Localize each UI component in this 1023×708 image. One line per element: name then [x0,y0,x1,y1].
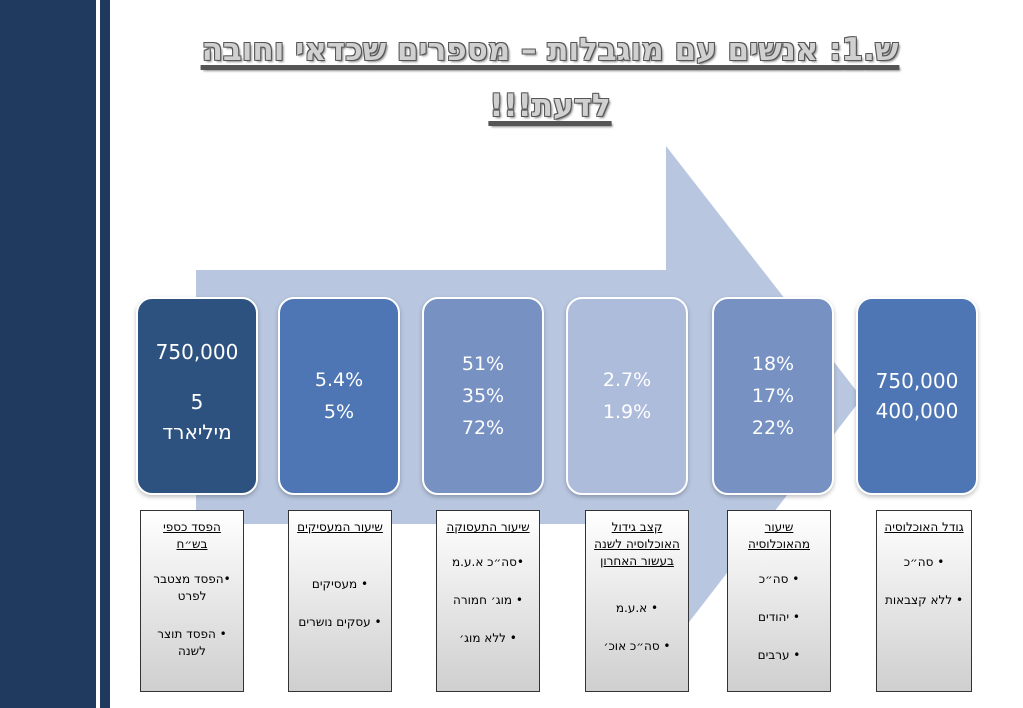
label-bullet: • מעסיקים [311,577,369,591]
page-title: ש.1: אנשים עם מוגבלות – מספרים שכדאי וחו… [201,32,899,124]
value-line: 22% [751,417,795,439]
label-bullet: •סה״כ א.ע.מ [452,555,524,569]
value-line: 51% [461,353,505,375]
label-heading: גודל האוכלוסיה [884,520,964,534]
label-box-employers-rate: שיעור המעסיקים • מעסיקים • עסקים נושרים [288,510,392,692]
value-box-financial-loss: 750,000 5 מיליארד [136,297,258,495]
value-line: מיליארד [162,420,232,444]
value-line: 750,000 [875,369,959,393]
value-line: 5 [190,390,204,414]
value-line: 5.4% [314,369,364,391]
label-box-population-share: שיעור מהאוכלוסיה • סה״כ • יהודים • ערבים [727,510,831,692]
value-line: 72% [461,417,505,439]
label-bullet: • ללא מוג׳ [459,631,517,645]
label-heading: שיעור התעסוקה [446,520,530,534]
value-line: 400,000 [875,399,959,423]
label-heading: שיעור המעסיקים [297,520,383,534]
label-heading: הפסד כספי בש״ח [163,520,221,551]
label-bullet: • סה״כ אוכ׳ [603,639,671,653]
value-box-population-share: 18% 17% 22% [712,297,834,495]
value-line: 2.7% [602,369,652,391]
label-bullet: • מוג׳ חמורה [453,593,523,607]
value-box-employment-rate: 51% 35% 72% [422,297,544,495]
value-line: 5% [323,401,355,423]
label-bullet: •הפסד מצטבר לפרט [153,572,231,603]
value-box-growth-rate: 2.7% 1.9% [566,297,688,495]
label-box-population-size: גודל האוכלוסיה • סה״כ • ללא קצבאות [876,510,972,692]
label-bullet: • הפסד תוצר לשנה [157,627,227,658]
label-bullet: • יהודים [758,610,800,624]
label-box-growth-rate: קצב גידול האוכלוסיה לשנה בעשור האחרון • … [585,510,689,692]
value-line: 1.9% [602,401,652,423]
label-heading: קצב גידול האוכלוסיה לשנה בעשור האחרון [594,520,680,568]
value-line: 750,000 [155,340,239,364]
label-bullet: • א.ע.מ [615,601,659,615]
value-box-population-size: 750,000 400,000 [856,297,978,495]
label-bullet: • ללא קצבאות [884,593,964,607]
label-bullet: • ערבים [757,648,801,662]
value-box-employers-rate: 5.4% 5% [278,297,400,495]
label-bullet: • סה״כ [758,572,800,586]
label-heading: שיעור מהאוכלוסיה [747,520,811,551]
label-bullet: • סה״כ [903,555,945,569]
label-box-employment-rate: שיעור התעסוקה •סה״כ א.ע.מ • מוג׳ חמורה •… [436,510,540,692]
left-decorative-stripe [100,0,110,708]
value-line: 17% [751,385,795,407]
label-box-financial-loss: הפסד כספי בש״ח •הפסד מצטבר לפרט • הפסד ת… [140,510,244,692]
value-line: 35% [461,385,505,407]
value-line: 18% [751,353,795,375]
label-bullet: • עסקים נושרים [298,615,382,629]
left-decorative-bar [0,0,96,708]
